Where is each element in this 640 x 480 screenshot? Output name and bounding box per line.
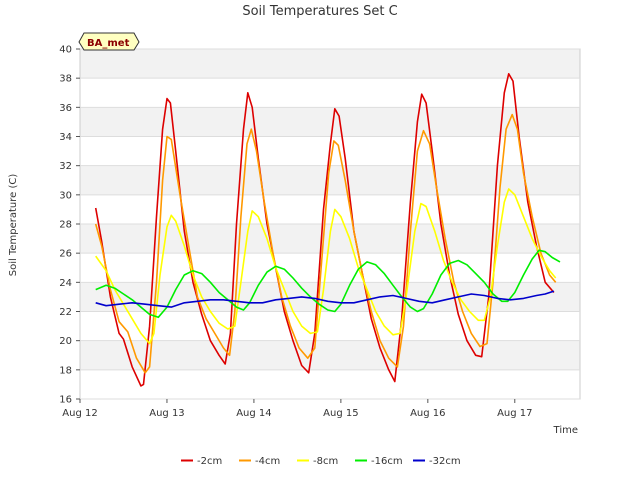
x-axis-ticks: Aug 12 Aug 13 Aug 14 Aug 15 Aug 16 Aug 17 [62, 399, 533, 419]
background-band [80, 311, 580, 341]
background-band [80, 165, 580, 195]
x-tick-label: Aug 14 [236, 408, 271, 419]
y-tick-label: 30 [59, 190, 72, 201]
x-axis-label: Time [553, 425, 578, 436]
x-tick-label: Aug 17 [497, 408, 532, 419]
background-band [80, 49, 580, 79]
background-band [80, 194, 580, 224]
background-band [80, 340, 580, 370]
chart-title: Soil Temperatures Set C [242, 4, 397, 19]
y-tick-label: 20 [59, 336, 72, 347]
series-lines [94, 73, 561, 387]
series-line-2cm [94, 73, 555, 387]
series-line-4cm [94, 113, 557, 374]
x-tick-label: Aug 12 [62, 408, 97, 419]
x-tick-label: Aug 13 [149, 408, 184, 419]
y-tick-label: 26 [59, 249, 72, 260]
legend-label: -4cm [255, 456, 280, 467]
series-line-32cm [95, 290, 555, 308]
y-tick-label: 18 [59, 365, 72, 376]
site-badge: BA_met [78, 32, 140, 51]
y-tick-label: 32 [59, 161, 72, 172]
site-badge-box [78, 32, 140, 51]
y-axis-label: Soil Temperature (C) [8, 174, 19, 277]
x-tick-label: Aug 16 [410, 408, 445, 419]
legend: -2cm -4cm -8cm -16cm -32cm [181, 456, 461, 467]
legend-label: -32cm [429, 456, 461, 467]
y-tick-label: 38 [59, 74, 72, 85]
background-band [80, 369, 580, 399]
site-badge-label: BA_met [87, 38, 130, 49]
series-line-8cm [95, 188, 557, 345]
x-tick-label: Aug 15 [323, 408, 358, 419]
legend-label: -8cm [313, 456, 338, 467]
y-tick-label: 28 [59, 220, 72, 231]
y-tick-label: 40 [59, 45, 72, 56]
y-tick-label: 24 [59, 278, 72, 289]
y-tick-label: 36 [59, 103, 72, 114]
y-tick-label: 22 [59, 307, 72, 318]
background-band [80, 78, 580, 108]
y-axis-ticks: 16 18 20 22 24 26 28 30 32 34 36 38 40 [59, 45, 80, 406]
series-line-16cm [95, 249, 561, 319]
y-tick-label: 34 [59, 132, 72, 143]
legend-label: -16cm [371, 456, 403, 467]
legend-label: -2cm [197, 456, 222, 467]
y-tick-label: 16 [59, 395, 72, 406]
background-band [80, 253, 580, 283]
